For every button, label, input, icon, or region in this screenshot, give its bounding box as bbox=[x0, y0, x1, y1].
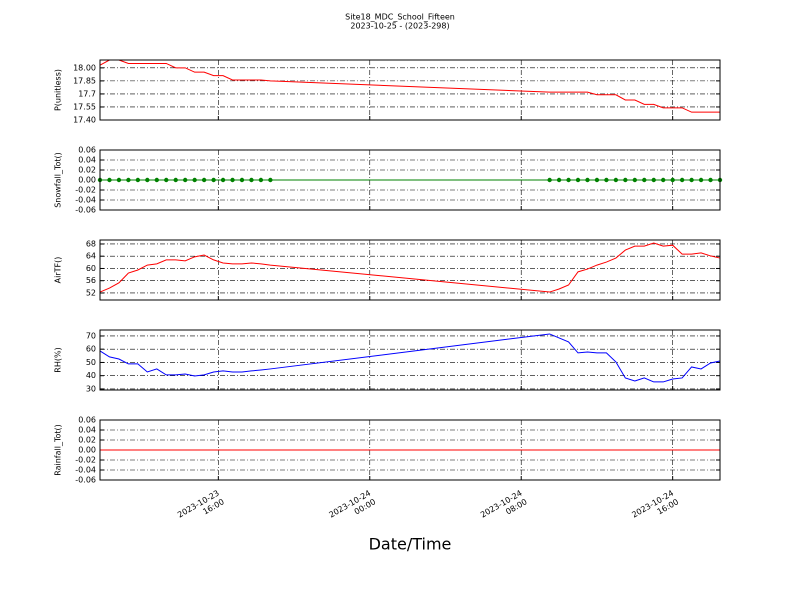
data-point bbox=[201, 177, 207, 183]
data-point bbox=[651, 177, 656, 183]
y-tick-label: 17.40 bbox=[73, 116, 96, 125]
y-tick-label: 17.55 bbox=[73, 102, 96, 111]
y-tick-label: 52 bbox=[86, 288, 96, 297]
y-axis-label: Rainfall_Tot() bbox=[54, 424, 63, 476]
data-point bbox=[268, 177, 273, 183]
data-point bbox=[670, 177, 675, 183]
plot-frame bbox=[99, 419, 721, 481]
data-point bbox=[239, 177, 245, 183]
y-tick-label: 56 bbox=[86, 276, 96, 285]
y-axis-label: Snowfall_Tot() bbox=[54, 152, 63, 208]
data-point bbox=[249, 177, 254, 183]
y-tick-label: 0.06 bbox=[78, 146, 96, 155]
data-line bbox=[99, 333, 721, 383]
y-tick-label: -0.02 bbox=[75, 186, 96, 195]
y-tick-label: 0.00 bbox=[78, 446, 96, 455]
chart-title: Site18_MDC_School_Fifteen bbox=[345, 13, 455, 22]
data-point bbox=[116, 177, 122, 183]
y-tick-label: 0.06 bbox=[78, 416, 96, 425]
y-tick-label: 0.02 bbox=[78, 166, 96, 175]
y-axis-label: RH(%) bbox=[54, 347, 63, 372]
y-tick-label: 60 bbox=[86, 345, 96, 354]
data-point bbox=[642, 177, 647, 183]
y-tick-label: 60 bbox=[86, 264, 96, 273]
y-tick-label: -0.02 bbox=[75, 456, 96, 465]
data-point bbox=[585, 177, 590, 183]
y-axis-label: P(unitless) bbox=[54, 69, 63, 111]
data-point bbox=[708, 177, 713, 183]
data-point bbox=[547, 177, 552, 183]
y-axis-label: AirTF() bbox=[54, 257, 63, 284]
data-point bbox=[258, 177, 264, 183]
data-line bbox=[99, 242, 721, 293]
y-tick-label: 18.00 bbox=[73, 63, 96, 72]
data-point bbox=[211, 177, 216, 183]
data-point bbox=[145, 177, 150, 183]
y-tick-label: 0.04 bbox=[78, 426, 96, 435]
data-point bbox=[623, 177, 628, 183]
y-tick-label: 17.7 bbox=[78, 89, 96, 98]
y-tick-label: 30 bbox=[86, 384, 96, 393]
data-point bbox=[556, 177, 562, 183]
y-tick-label: -0.06 bbox=[75, 476, 96, 485]
data-point bbox=[192, 177, 197, 183]
data-point bbox=[604, 177, 609, 183]
y-tick-label: 68 bbox=[86, 239, 96, 248]
data-point bbox=[661, 177, 666, 183]
data-point bbox=[698, 177, 704, 183]
y-tick-label: -0.04 bbox=[75, 466, 96, 475]
plot-frame bbox=[99, 149, 721, 211]
data-point bbox=[632, 177, 638, 183]
y-tick-label: 0.02 bbox=[78, 436, 96, 445]
x-axis-label: Date/Time bbox=[369, 535, 452, 554]
y-tick-label: 0.00 bbox=[78, 176, 96, 185]
data-point bbox=[182, 177, 188, 183]
y-tick-label: -0.06 bbox=[75, 206, 96, 215]
y-tick-label: 64 bbox=[86, 252, 96, 261]
chart-subtitle: 2023-10-25 - (2023-298) bbox=[350, 22, 449, 31]
data-point bbox=[575, 177, 581, 183]
data-point bbox=[689, 177, 694, 183]
data-point bbox=[107, 177, 112, 183]
plot-frame bbox=[99, 239, 721, 301]
y-tick-label: 40 bbox=[86, 371, 96, 380]
data-point bbox=[220, 177, 226, 183]
data-point bbox=[566, 177, 571, 183]
data-point bbox=[135, 177, 141, 183]
y-tick-label: -0.04 bbox=[75, 196, 96, 205]
y-tick-label: 50 bbox=[86, 358, 96, 367]
data-point bbox=[594, 177, 600, 183]
y-tick-label: 70 bbox=[86, 331, 96, 340]
plot-frame bbox=[99, 329, 721, 391]
y-tick-label: 17.85 bbox=[73, 76, 96, 85]
data-point bbox=[126, 177, 131, 183]
data-line bbox=[99, 59, 720, 113]
data-point bbox=[154, 177, 159, 183]
data-point bbox=[613, 177, 619, 183]
data-point bbox=[164, 177, 169, 183]
data-point bbox=[679, 177, 685, 183]
data-point bbox=[173, 177, 178, 183]
y-tick-label: 0.04 bbox=[78, 156, 96, 165]
plot-frame bbox=[99, 59, 721, 121]
data-point bbox=[230, 177, 235, 183]
